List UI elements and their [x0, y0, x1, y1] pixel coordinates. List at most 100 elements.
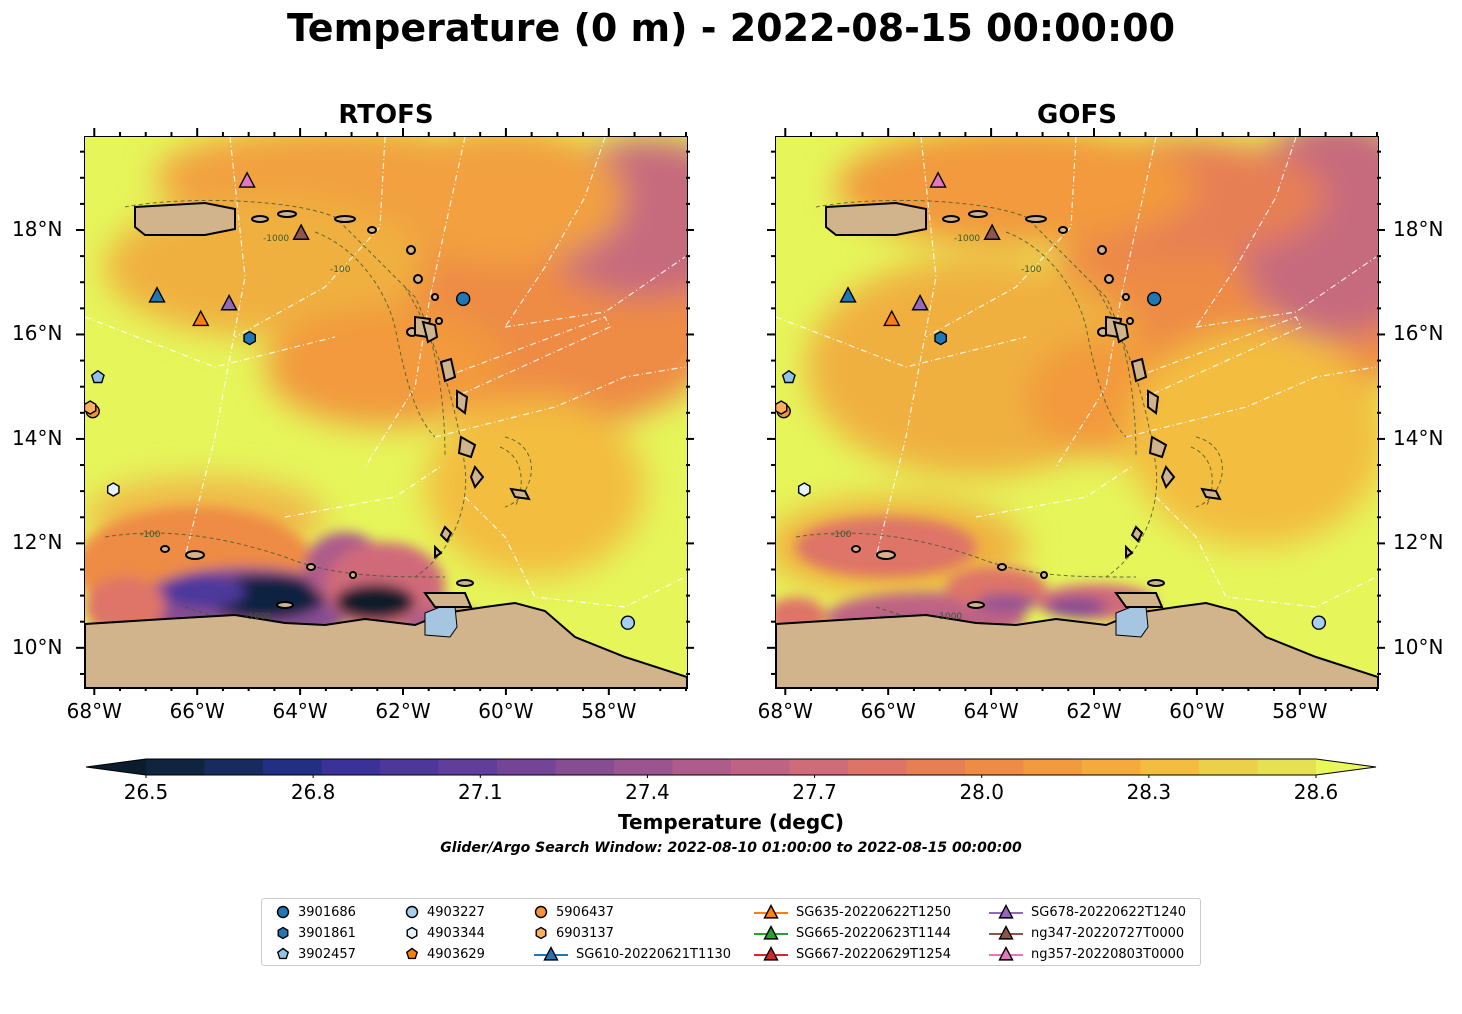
platform-marker-ng347-20220727T0000[interactable]	[983, 223, 1001, 240]
platform-marker-3901861[interactable]	[934, 330, 947, 346]
legend-item: SG635-20220622T1250	[754, 902, 951, 922]
legend-item: 4903629	[405, 944, 485, 964]
rtofs-map-canvas: -1000 -100 -1000 -100	[85, 137, 687, 688]
colorbar-tick-label: 27.1	[458, 780, 503, 804]
legend-marker-icon	[989, 946, 1023, 961]
legend-label: 3901686	[298, 904, 356, 920]
lon-tick-label: 68°W	[757, 699, 813, 723]
platform-markers[interactable]	[776, 171, 1327, 630]
colorbar-segment	[1257, 759, 1317, 775]
platform-marker-SG678-20220622T1240[interactable]	[911, 293, 929, 311]
legend-item: SG678-20220622T1240	[989, 902, 1186, 922]
legend-item: SG610-20220621T1130	[534, 944, 731, 964]
legend-label: SG610-20220621T1130	[576, 946, 732, 962]
legend-marker-icon	[535, 926, 547, 940]
colorbar-segment	[204, 759, 264, 775]
contour-label: -1000	[245, 612, 271, 622]
map-panel-rtofs[interactable]: -1000 -100 -1000 -100	[84, 136, 688, 689]
lat-tick-label: 18°N	[1393, 217, 1444, 241]
platform-marker-4903344[interactable]	[797, 482, 811, 497]
puerto-rico	[134, 201, 236, 236]
legend-label: 6903137	[556, 925, 614, 941]
legend-marker-icon	[406, 926, 418, 940]
platform-marker-3901686[interactable]	[1146, 291, 1162, 307]
platform-markers[interactable]	[85, 171, 636, 630]
colorbar-segment	[1140, 759, 1200, 775]
legend-marker-icon	[534, 905, 548, 919]
legend-item: 4903227	[405, 902, 485, 922]
platform-marker-ng357-20220803T0000[interactable]	[238, 171, 256, 188]
contour-label: -100	[831, 530, 852, 540]
puerto-rico	[825, 201, 927, 236]
lon-tick-label: 58°W	[1272, 699, 1328, 723]
legend-item: 4903344	[405, 923, 485, 943]
legend-item: SG667-20220629T1254	[754, 944, 951, 964]
platform-marker-ng357-20220803T0000[interactable]	[929, 171, 947, 188]
platform-marker-SG678-20220622T1240[interactable]	[220, 293, 238, 311]
colorbar-tick-label: 28.3	[1126, 780, 1172, 804]
colorbar-tick-label: 27.7	[792, 780, 837, 804]
platform-marker-SG635-20220622T1250[interactable]	[883, 309, 901, 327]
platform-marker-3902457[interactable]	[781, 369, 796, 384]
colorbar-segment	[906, 759, 966, 775]
lat-tick-label: 16°N	[1393, 321, 1444, 346]
legend-label: SG635-20220622T1250	[796, 904, 952, 920]
platform-marker-SG635-20220622T1250[interactable]	[192, 309, 210, 327]
platform-marker-6903137[interactable]	[85, 400, 97, 415]
platform-marker-3901686[interactable]	[455, 291, 471, 307]
tick-marks	[76, 128, 694, 695]
legend-marker-icon	[754, 946, 788, 961]
lat-tick-label: 10°N	[1393, 634, 1444, 659]
land-masses	[776, 201, 1378, 688]
platform-marker-ng347-20220727T0000[interactable]	[292, 223, 310, 240]
colorbar-segment	[555, 759, 615, 775]
platform-marker-3902457[interactable]	[90, 369, 105, 384]
colorbar-segment	[380, 759, 439, 775]
colorbar-segment	[965, 759, 1024, 775]
colorbar-segment	[321, 759, 381, 775]
contour-label: -1000	[263, 234, 289, 244]
legend-item: 3901686	[276, 902, 356, 922]
colorbar-segment	[1023, 759, 1083, 775]
legend-marker-icon	[989, 925, 1023, 940]
legend-item: SG665-20220623T1144	[754, 923, 951, 943]
contour-label: -1000	[954, 234, 980, 244]
platform-marker-SG610-20220621T1130[interactable]	[148, 286, 166, 303]
legend-marker-icon	[276, 947, 290, 960]
legend-label: 3901861	[298, 925, 356, 941]
platform-marker-4903227[interactable]	[1311, 615, 1327, 630]
lon-tick-label: 58°W	[581, 699, 637, 723]
lon-tick-label: 62°W	[375, 699, 431, 723]
lon-tick-label: 62°W	[1066, 699, 1122, 723]
legend-label: ng347-20220727T0000	[1031, 925, 1185, 941]
search-window-note: Glider/Argo Search Window: 2022-08-10 01…	[440, 840, 1022, 856]
platform-marker-SG610-20220621T1130[interactable]	[839, 286, 857, 303]
platform-marker-3901861[interactable]	[243, 330, 256, 346]
platform-marker-4903227[interactable]	[620, 615, 636, 630]
platform-marker-6903137[interactable]	[776, 400, 788, 415]
lon-tick-label: 68°W	[66, 699, 122, 723]
legend-marker-icon	[405, 947, 419, 960]
trinidad	[1114, 592, 1164, 608]
colorbar-title: Temperature (degC)	[618, 810, 844, 834]
eez-boundaries	[776, 137, 1377, 608]
panel-title-rtofs: RTOFS	[338, 100, 434, 130]
south-america	[85, 601, 687, 688]
eez-boundaries	[85, 137, 686, 608]
colorbar-segment	[497, 759, 556, 775]
legend-label: SG678-20220622T1240	[1031, 904, 1187, 920]
legend-label: 4903227	[427, 904, 485, 920]
colorbar-segment	[263, 759, 322, 775]
contour-label: -100	[330, 265, 351, 275]
contour-label: -1000	[936, 612, 962, 622]
lat-tick-label: 12°N	[12, 530, 63, 555]
platform-marker-4903344[interactable]	[106, 482, 120, 497]
colorbar-tick-label: 27.4	[625, 780, 670, 804]
map-panel-gofs[interactable]: -1000 -100 -1000 -100	[775, 136, 1379, 689]
colorbar-extend-high	[1316, 759, 1376, 775]
colorbar-segment	[731, 759, 790, 775]
colorbar-extend-low	[86, 759, 146, 775]
legend-item: 5906437	[534, 902, 614, 922]
legend-item: ng347-20220727T0000	[989, 923, 1184, 943]
colorbar-segment	[1082, 759, 1141, 775]
